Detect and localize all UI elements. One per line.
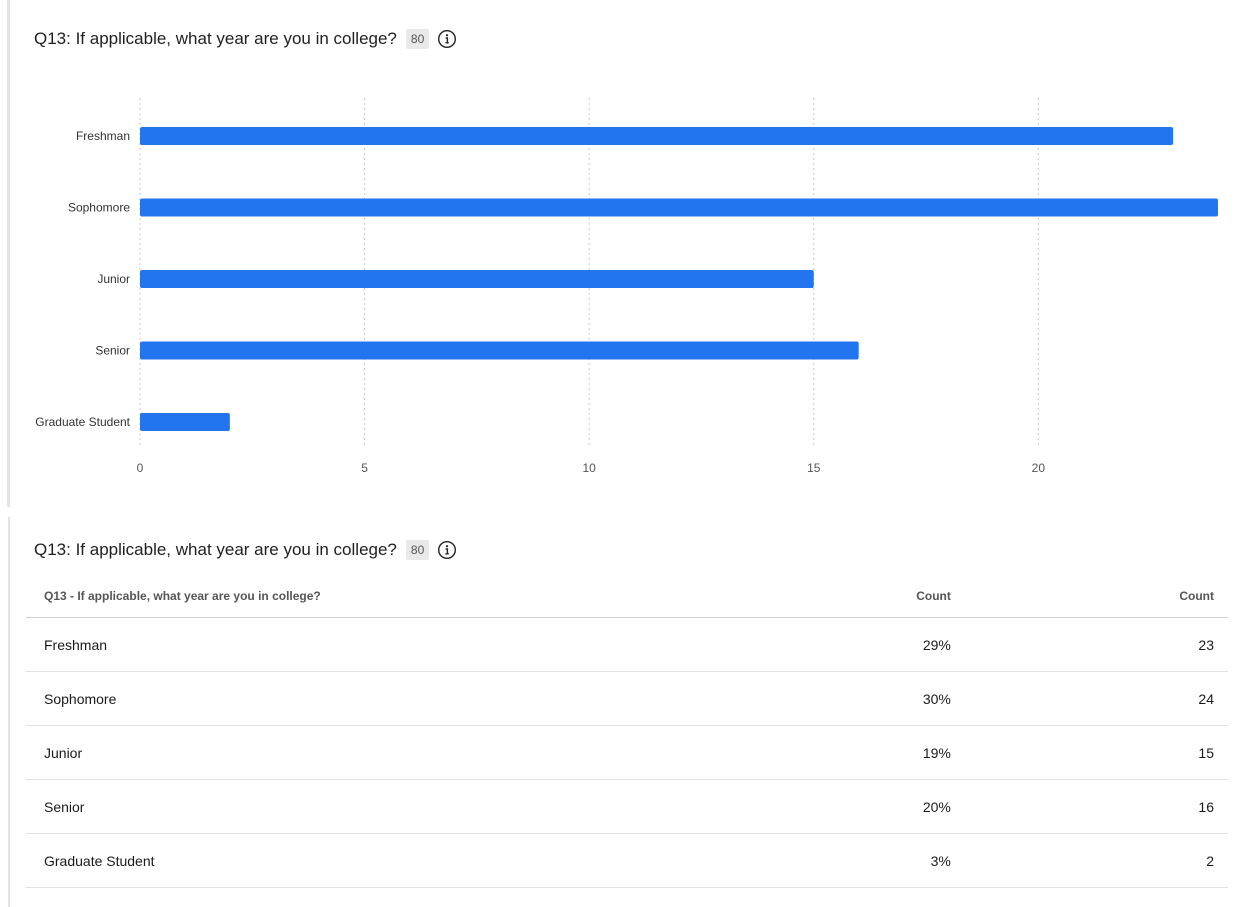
info-icon[interactable]: [437, 540, 457, 560]
row-label: Sophomore: [26, 671, 777, 726]
table-question-header: Q13: If applicable, what year are you in…: [34, 540, 457, 560]
bar-chart: 0 5 10 15 20 Freshman Sophomore Junior Senior Gra…: [35, 98, 1218, 475]
row-percent: 3%: [776, 833, 965, 888]
category-label: Sophomore: [68, 201, 130, 215]
table-panel: Q13: If applicable, what year are you in…: [0, 517, 1239, 907]
table-header-row: Q13 - If applicable, what year are you i…: [26, 575, 1228, 618]
category-label: Graduate Student: [35, 415, 130, 429]
row-percent: 19%: [776, 725, 965, 780]
column-header-question[interactable]: Q13 - If applicable, what year are you i…: [26, 575, 777, 618]
table-row: Senior 20% 16: [26, 779, 1228, 834]
row-count: 2: [964, 833, 1228, 888]
table-row: Freshman 29% 23: [26, 617, 1228, 672]
row-label: Junior: [26, 725, 777, 780]
category-label: Freshman: [76, 129, 130, 143]
row-count: 24: [964, 671, 1228, 726]
response-count-badge: 80: [405, 29, 430, 49]
row-label: Senior: [26, 779, 777, 834]
table-row: Graduate Student 3% 2: [26, 833, 1228, 888]
row-percent: 30%: [776, 671, 965, 726]
table-row: Junior 19% 15: [26, 725, 1228, 780]
chart-question-header: Q13: If applicable, what year are you in…: [34, 29, 457, 49]
row-label: Freshman: [26, 617, 777, 672]
bar[interactable]: [140, 198, 1218, 217]
panel-divider: [8, 517, 10, 907]
x-tick-label: 20: [1032, 461, 1046, 475]
response-count-badge: 80: [405, 540, 430, 560]
bar[interactable]: [140, 413, 230, 431]
category-label: Junior: [97, 272, 130, 286]
panel-divider: [7, 0, 10, 507]
results-table: Q13 - If applicable, what year are you i…: [26, 575, 1228, 888]
bar[interactable]: [140, 127, 1174, 145]
category-label: Senior: [95, 344, 130, 358]
chart-panel: 0 5 10 15 20 Freshman Sophomore Junior Senior Gra…: [7, 0, 1218, 507]
row-count: 16: [964, 779, 1228, 834]
x-tick-label: 15: [807, 461, 821, 475]
row-percent: 20%: [776, 779, 965, 834]
bar[interactable]: [140, 270, 814, 288]
info-icon[interactable]: [437, 29, 457, 49]
row-label: Graduate Student: [26, 833, 777, 888]
x-tick-label: 10: [582, 461, 596, 475]
question-title: Q13: If applicable, what year are you in…: [34, 540, 397, 559]
bar[interactable]: [140, 341, 859, 360]
x-tick-label: 0: [137, 461, 144, 475]
table-row: Sophomore 30% 24: [26, 671, 1228, 726]
column-header-count-percent[interactable]: Count: [776, 575, 965, 618]
row-count: 23: [964, 617, 1228, 672]
column-header-count[interactable]: Count: [964, 575, 1228, 618]
row-count: 15: [964, 725, 1228, 780]
x-tick-label: 5: [361, 461, 368, 475]
row-percent: 29%: [776, 617, 965, 672]
question-title: Q13: If applicable, what year are you in…: [34, 29, 397, 48]
